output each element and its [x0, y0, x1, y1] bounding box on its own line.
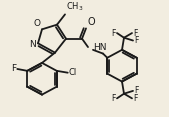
Text: CH$_3$: CH$_3$ — [66, 1, 83, 13]
Text: O: O — [87, 17, 95, 27]
Text: F: F — [134, 36, 138, 45]
Text: O: O — [34, 19, 41, 28]
Text: F: F — [133, 29, 137, 38]
Text: N: N — [29, 40, 36, 49]
Text: HN: HN — [93, 44, 106, 53]
Text: F: F — [112, 29, 116, 38]
Text: F: F — [134, 86, 138, 95]
Text: F: F — [133, 94, 137, 103]
Text: F: F — [112, 94, 116, 103]
Text: Cl: Cl — [69, 68, 77, 77]
Text: F: F — [11, 64, 16, 73]
